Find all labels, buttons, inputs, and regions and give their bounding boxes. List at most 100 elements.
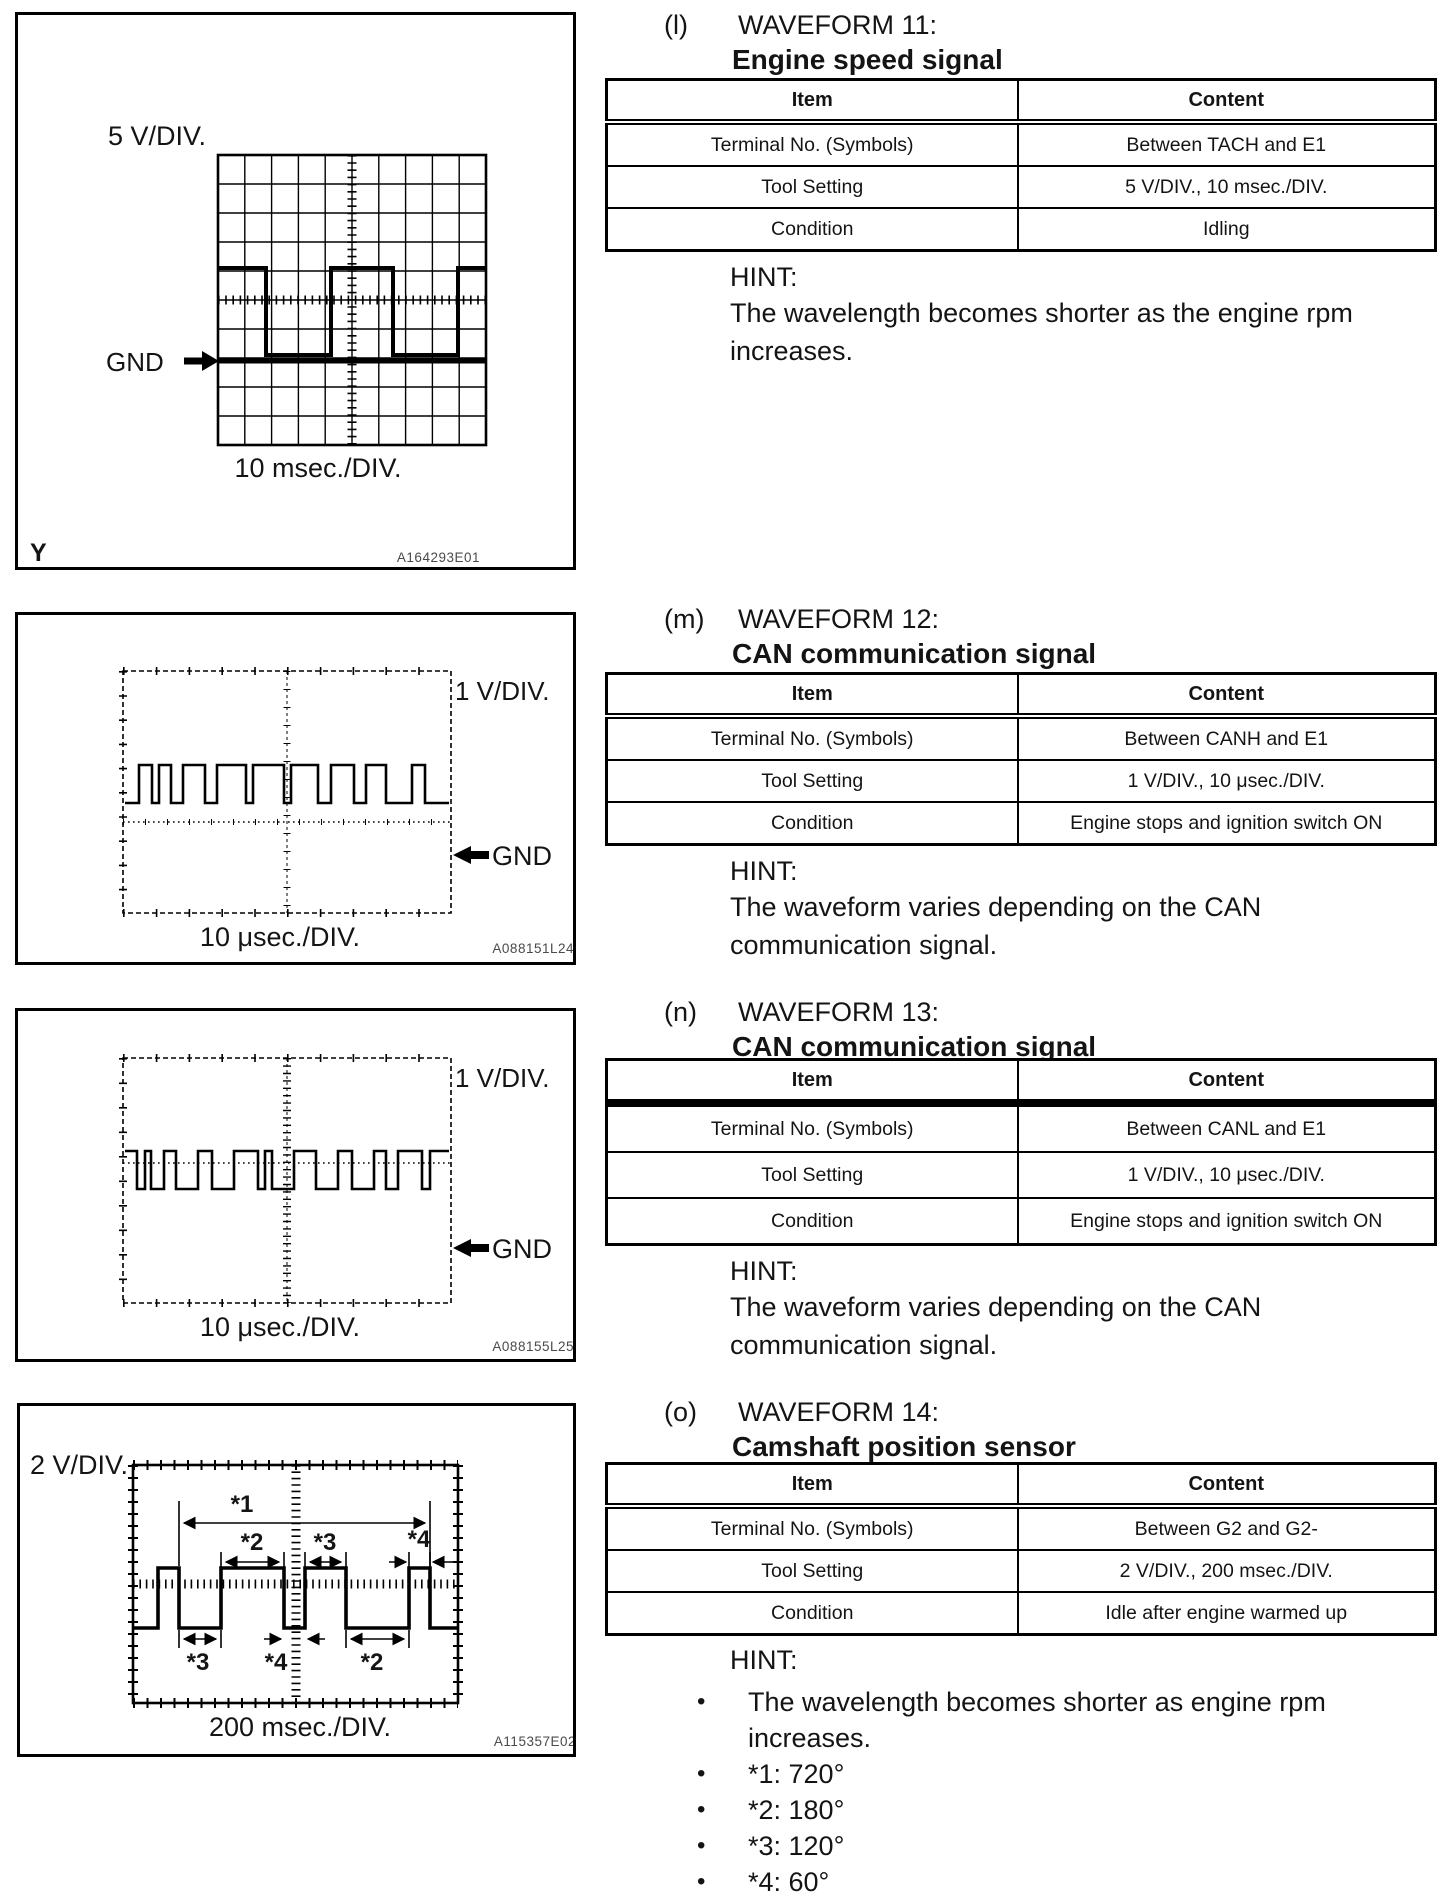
hint-bullet: • The wavelength becomes shorter as engi… [697,1684,1326,1756]
table-cell: Tool Setting [605,1151,1019,1199]
dimension-span-3-top [304,1552,347,1570]
bullet-icon: • [697,1796,706,1823]
section-index-o: (o) [664,1397,697,1427]
figure-code: A088155L25 [492,1339,573,1354]
dimension-span-2-bottom [345,1630,410,1648]
figure-code: A164293E01 [397,550,480,565]
section-index-l: (l) [664,10,688,40]
bullet-icon: • [697,1760,706,1787]
table-row: Tool Setting 2 V/DIV., 200 msec./DIV. [605,1549,1437,1593]
table-cell: Tool Setting [605,759,1019,803]
hint-label: HINT: [730,262,798,292]
section-subtitle-camshaft-sensor: Camshaft position sensor [732,1431,1076,1462]
timebase-label: 10 μsec./DIV. [200,1312,360,1342]
bullet-text: *1: 720° [748,1759,845,1789]
scope-center-axes [133,1465,458,1703]
section-heading-waveform-14: WAVEFORM 14: [738,1397,940,1427]
dimension-label-3-top: *3 [314,1529,337,1556]
table-header-item: Item [605,78,1019,125]
table-header-content: Content [1016,1058,1437,1107]
dimension-span-2-top [220,1552,285,1570]
oscilloscope-camshaft: 2 V/DIV. *1 [30,1450,573,1749]
figure-code: A115357E02 [494,1734,573,1749]
table-header-content: Content [1016,1462,1437,1509]
dimension-label-4-top: *4 [408,1526,431,1553]
table-cell: Condition [605,207,1019,252]
vdiv-label: 1 V/DIV. [455,1063,549,1093]
table-header-content: Content [1016,672,1437,719]
table-cell: Terminal No. (Symbols) [605,715,1019,761]
scope-center-axes [218,155,486,445]
waveform-trace-camshaft [133,1566,458,1630]
table-cell: 1 V/DIV., 10 μsec./DIV. [1016,1151,1437,1199]
bullet-icon: • [697,1688,706,1715]
table-cell: Condition [605,1197,1019,1246]
figure-waveform-13: 1 V/DIV. GND 10 μsec./DIV. A088155L25 [15,1008,576,1362]
table-cell: Idle after engine warmed up [1016,1591,1437,1636]
scope-center-axes [123,1058,451,1303]
table-header-item: Item [605,1058,1019,1107]
section-heading-waveform-12: WAVEFORM 12: [738,604,940,634]
table-header-item: Item [605,1462,1019,1509]
table-cell: 1 V/DIV., 10 μsec./DIV. [1016,759,1437,803]
figure-code: A088151L24 [492,941,573,956]
table-cell: Between TACH and E1 [1016,121,1437,167]
bullet-text: *2: 180° [748,1795,845,1825]
vdiv-label: 5 V/DIV. [108,121,206,151]
section-subtitle-can-signal: CAN communication signal [732,638,1097,669]
bullet-text: The wavelength becomes shorter as engine… [748,1687,1326,1753]
hint-label: HINT: [730,1256,798,1286]
hint-bullet: • *4: 60° [697,1864,829,1900]
hint-bullet: • *1: 720° [697,1756,844,1792]
oscilloscope-canh: 1 V/DIV. GND 10 μsec./DIV. A088151L24 [119,667,573,956]
oscilloscope-canl: 1 V/DIV. GND 10 μsec./DIV. A088155L25 [119,1054,573,1354]
bullet-icon: • [697,1832,706,1859]
waveform-12-table: Item Content Terminal No. (Symbols) Betw… [605,672,1437,846]
dimension-label-4-bottom: *4 [265,1649,288,1676]
table-row: Terminal No. (Symbols) Between G2 and G2… [605,1505,1437,1551]
section-index-n: (n) [664,997,697,1027]
hint-text: communication signal. [730,1330,998,1360]
gnd-label: GND [106,347,164,377]
figure-waveform-14: 2 V/DIV. *1 [17,1403,576,1757]
dimension-label-1: *1 [231,1491,254,1518]
table-row: Condition Idle after engine warmed up [605,1591,1437,1636]
corner-label: Y [30,539,47,567]
section-heading-waveform-11: WAVEFORM 11: [738,10,938,40]
table-cell: Tool Setting [605,165,1019,209]
bullet-icon: • [697,1868,706,1895]
dimension-span-4-top [389,1552,460,1570]
hint-label: HINT: [730,856,798,886]
table-row: Condition Engine stops and ignition swit… [605,1197,1437,1246]
table-cell: Engine stops and ignition switch ON [1016,1197,1437,1246]
table-row: Terminal No. (Symbols) Between CANL and … [605,1102,1437,1153]
gnd-arrow-icon [453,846,489,864]
table-cell: 5 V/DIV., 10 msec./DIV. [1016,165,1437,209]
table-row: Terminal No. (Symbols) Between CANH and … [605,715,1437,761]
table-cell: 2 V/DIV., 200 msec./DIV. [1016,1549,1437,1593]
table-header-item: Item [605,672,1019,719]
waveform-14-table: Item Content Terminal No. (Symbols) Betw… [605,1462,1437,1636]
table-cell: Terminal No. (Symbols) [605,121,1019,167]
waveform-trace-canh [125,763,449,805]
hint-text: The waveform varies depending on the CAN [730,892,1262,922]
waveform-11-table: Item Content Terminal No. (Symbols) Betw… [605,78,1437,252]
table-cell: Between CANL and E1 [1016,1102,1437,1153]
timebase-label: 10 msec./DIV. [234,453,401,483]
vdiv-label: 1 V/DIV. [455,676,549,706]
hint-label: HINT: [730,1645,798,1675]
vdiv-label: 2 V/DIV. [30,1450,128,1480]
table-cell: Tool Setting [605,1549,1019,1593]
bullet-text: *4: 60° [748,1867,830,1897]
section-subtitle-engine-speed: Engine speed signal [732,44,1003,75]
section-subtitle-can-signal: CAN communication signal [732,1031,1097,1062]
table-row: Terminal No. (Symbols) Between TACH and … [605,121,1437,167]
table-cell: Between CANH and E1 [1016,715,1437,761]
dimension-span-3-bottom [178,1630,222,1648]
hint-bullet: • *3: 120° [697,1828,844,1864]
dimension-label-2-bottom: *2 [361,1649,384,1676]
dimension-label-2-top: *2 [241,1529,264,1556]
gnd-label: GND [492,841,552,871]
table-cell: Terminal No. (Symbols) [605,1102,1019,1153]
